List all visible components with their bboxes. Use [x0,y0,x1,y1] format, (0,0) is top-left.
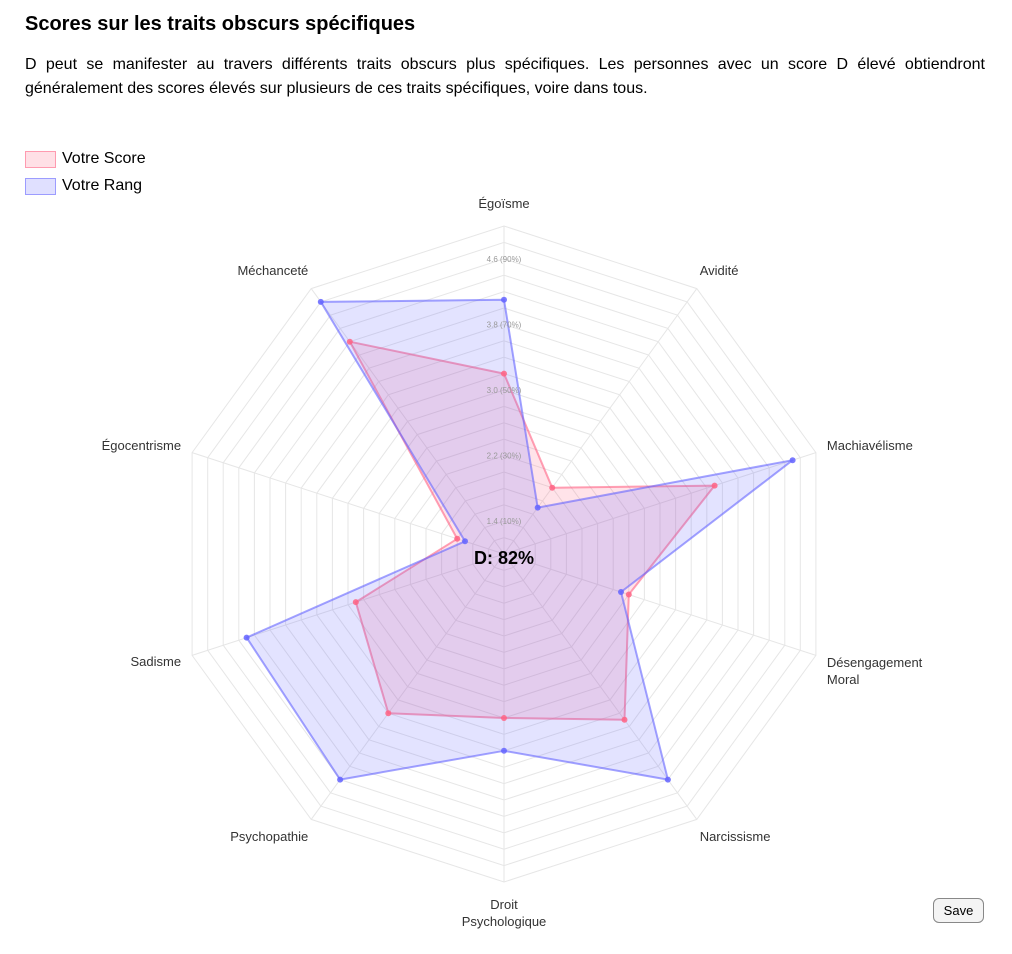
series-0-point-2 [711,482,718,489]
series-1-point-1 [534,504,541,511]
series-0-point-4 [621,716,628,723]
series-0-point-9 [346,338,353,345]
series-0-point-6 [385,710,392,717]
tick-label-1: 2.2 (30%) [487,452,522,461]
series-0-point-7 [352,599,359,606]
series-1-point-7 [243,634,250,641]
tick-label-0: 1.4 (10%) [487,517,522,526]
series-0-point-8 [454,535,461,542]
intro-paragraph: D peut se manifester au travers différen… [25,56,985,97]
axis-label-7: Sadisme [131,654,182,669]
legend-item-rank[interactable]: Votre Rang [25,175,146,197]
series-1-point-8 [462,538,468,545]
legend-label-score: Votre Score [62,150,146,167]
page-title: Scores sur les traits obscurs spécifique… [25,13,416,35]
legend-item-score[interactable]: Votre Score [25,148,146,170]
axis-label-1: Avidité [700,263,739,278]
axis-label-4: Narcissisme [700,829,771,844]
series-0-point-5 [501,715,507,721]
axis-label-5: Droit Psychologique [462,897,547,929]
tick-label-4: 4.6 (90%) [487,255,522,264]
legend-swatch-score [25,150,56,168]
axis-label-3: Désengagement Moral [827,655,923,687]
axis-label-2: Machiavélisme [827,438,913,453]
spoke-3 [503,553,817,656]
axis-label-9: Méchanceté [237,263,308,278]
series-1-point-3 [618,589,624,595]
axis-label-0: Égoïsme [478,196,529,211]
axis-label-6: Psychopathie [230,829,308,844]
series-0-point-1 [549,484,556,491]
series-1-point-4 [664,776,671,783]
tick-label-3: 3.8 (70%) [487,320,522,329]
legend-label-rank: Votre Rang [62,177,143,194]
legend-swatch-rank [25,177,56,195]
series-0-point-3 [625,591,632,598]
spoke-2 [503,452,817,555]
spoke-9 [310,288,505,555]
series-1-point-2 [789,457,796,464]
chart-legend: Votre Score Votre Rang [25,148,146,202]
series-0-point-0 [501,370,507,377]
center-score-label: D: 82% [474,548,534,568]
spoke-4 [503,553,698,820]
tick-label-2: 3.0 (50%) [487,386,522,395]
series-1-point-0 [501,296,507,303]
save-button[interactable]: Save [933,898,984,923]
series-1-point-9 [317,298,324,305]
series-1-point-6 [337,776,344,783]
spoke-8 [191,452,505,555]
axis-label-8: Égocentrisme [102,438,181,453]
series-1-point-5 [501,747,507,754]
spoke-6 [310,553,505,820]
